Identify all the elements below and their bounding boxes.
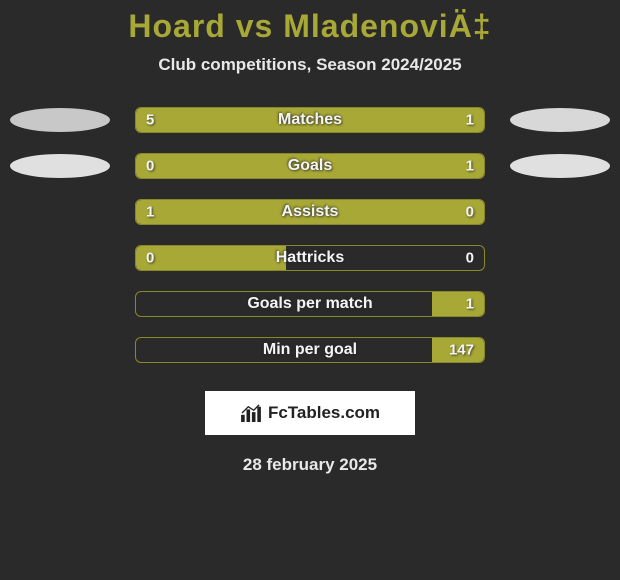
stat-row: Matches51	[0, 107, 620, 133]
page-title: Hoard vs MladenoviÄ‡	[128, 8, 491, 45]
stat-value-left: 0	[146, 250, 154, 267]
stat-row: Min per goal147	[0, 337, 620, 363]
player-right-marker	[510, 154, 610, 178]
fctables-logo[interactable]: FcTables.com	[205, 391, 415, 435]
stat-bar-left-fill	[136, 246, 286, 270]
stat-bar-left-fill	[136, 108, 407, 132]
stat-value-right: 0	[466, 204, 474, 221]
stat-bar: Min per goal147	[135, 337, 485, 363]
stat-bar: Goals01	[135, 153, 485, 179]
stat-value-right: 1	[466, 158, 474, 175]
stat-bar: Goals per match1	[135, 291, 485, 317]
logo-text: FcTables.com	[268, 403, 380, 423]
stat-bar: Matches51	[135, 107, 485, 133]
stat-row: Assists10	[0, 199, 620, 225]
date-label: 28 february 2025	[243, 455, 377, 475]
stat-row: Goals01	[0, 153, 620, 179]
stat-row: Goals per match1	[0, 291, 620, 317]
stat-bar: Assists10	[135, 199, 485, 225]
stat-bar-right-fill	[432, 292, 484, 316]
stats-rows: Matches51Goals01Assists10Hattricks00Goal…	[0, 107, 620, 363]
player-right-marker	[510, 108, 610, 132]
stat-bar-right-fill	[199, 154, 484, 178]
stat-bar: Hattricks00	[135, 245, 485, 271]
stat-value-right: 0	[466, 250, 474, 267]
stat-row: Hattricks00	[0, 245, 620, 271]
stat-value-right: 1	[466, 296, 474, 313]
stat-value-right: 1	[466, 112, 474, 129]
stat-bar-left-fill	[136, 200, 484, 224]
stat-value-right: 147	[449, 342, 474, 359]
stat-value-left: 0	[146, 158, 154, 175]
stat-value-left: 5	[146, 112, 154, 129]
player-left-marker	[10, 154, 110, 178]
stat-value-left: 1	[146, 204, 154, 221]
player-left-marker	[10, 108, 110, 132]
page-subtitle: Club competitions, Season 2024/2025	[158, 55, 461, 75]
chart-icon	[240, 404, 262, 422]
